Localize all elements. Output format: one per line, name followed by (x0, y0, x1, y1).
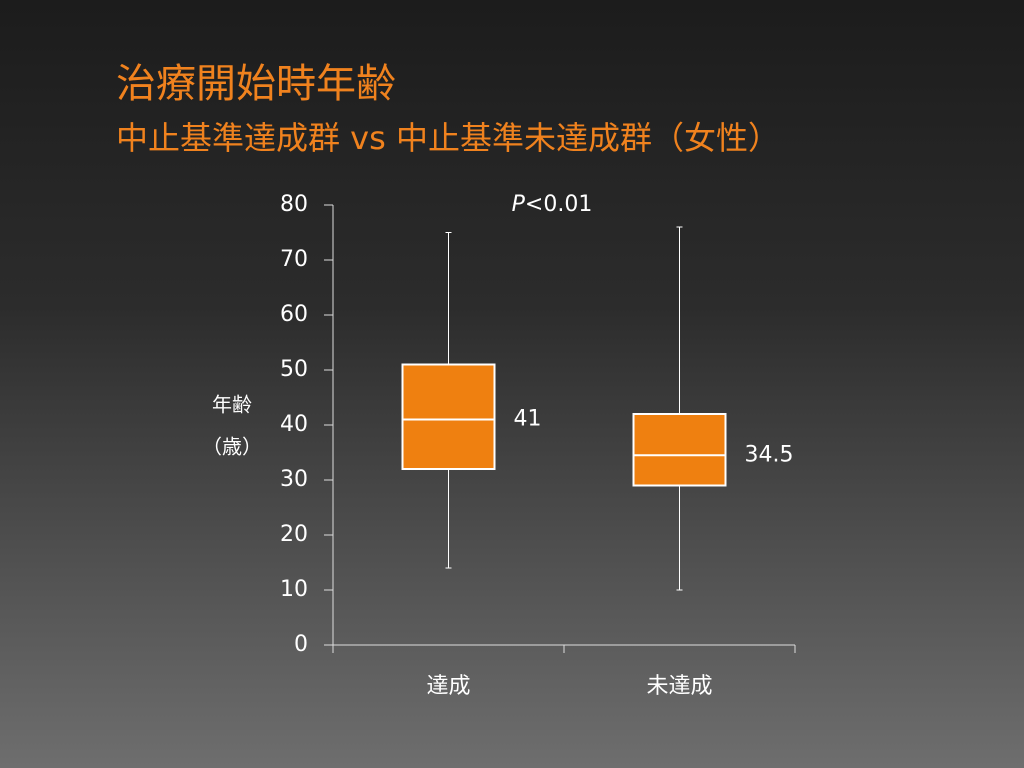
y-tick-label: 40 (280, 412, 308, 437)
value-label: 41 (514, 407, 542, 432)
chart-title: 治療開始時年齢 (116, 61, 396, 107)
y-tick-label: 50 (280, 357, 308, 382)
x-tick-label: 未達成 (646, 674, 712, 699)
y-axis-label: 年齢 (212, 393, 252, 417)
annotation-italic: P (512, 192, 526, 217)
y-tick-label: 80 (280, 192, 308, 217)
y-tick-label: 70 (280, 247, 308, 272)
y-tick-label: 10 (280, 577, 308, 602)
box (632, 413, 727, 487)
y-axis-label: （歳） (202, 435, 262, 459)
y-tick-label: 0 (294, 632, 308, 657)
x-tick-label: 達成 (426, 674, 470, 699)
chart-subtitle: 中止基準達成群 vs 中止基準未達成群（女性） (116, 119, 780, 157)
annotation-text: <0.01 (525, 192, 592, 217)
y-tick-label: 60 (280, 302, 308, 327)
value-label: 34.5 (745, 442, 794, 467)
annotation: P<0.01 (512, 192, 593, 217)
y-tick-label: 30 (280, 467, 308, 492)
y-tick-label: 20 (280, 522, 308, 547)
box (401, 363, 496, 470)
